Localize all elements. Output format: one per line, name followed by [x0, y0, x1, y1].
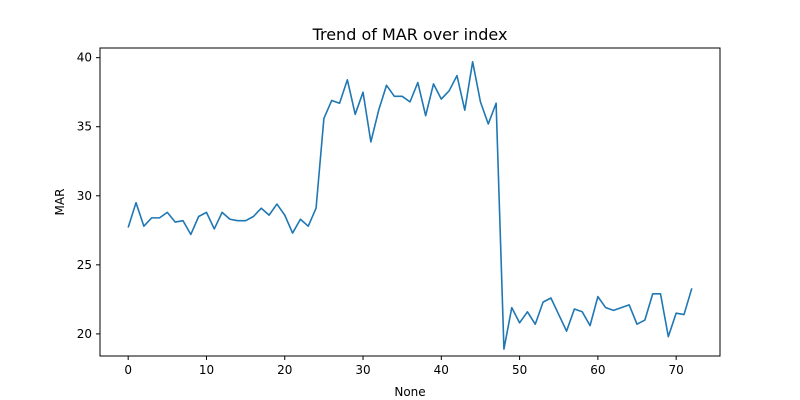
x-tick-label: 30: [355, 363, 370, 377]
axes-frame: [99, 47, 721, 357]
x-tick-label: 0: [124, 363, 132, 377]
plot-area: [127, 61, 693, 350]
y-axis-label: MAR: [53, 189, 67, 216]
y-tick-label: 35: [77, 120, 92, 134]
x-tick-label: 70: [669, 363, 684, 377]
y-tick-label: 20: [77, 327, 92, 341]
axis-ticks: 0 10 20 30 40 50 60 70 20 25 30 35 40: [77, 51, 684, 377]
x-tick-label: 40: [434, 363, 449, 377]
x-tick-label: 60: [590, 363, 605, 377]
chart-title: Trend of MAR over index: [312, 25, 508, 44]
series-line: [127, 61, 693, 350]
x-tick-label: 10: [199, 363, 214, 377]
y-tick-label: 30: [77, 189, 92, 203]
y-tick-label: 25: [77, 258, 92, 272]
y-tick-label: 40: [77, 51, 92, 65]
x-tick-label: 50: [512, 363, 527, 377]
x-tick-label: 20: [277, 363, 292, 377]
x-axis-label: None: [394, 385, 425, 399]
